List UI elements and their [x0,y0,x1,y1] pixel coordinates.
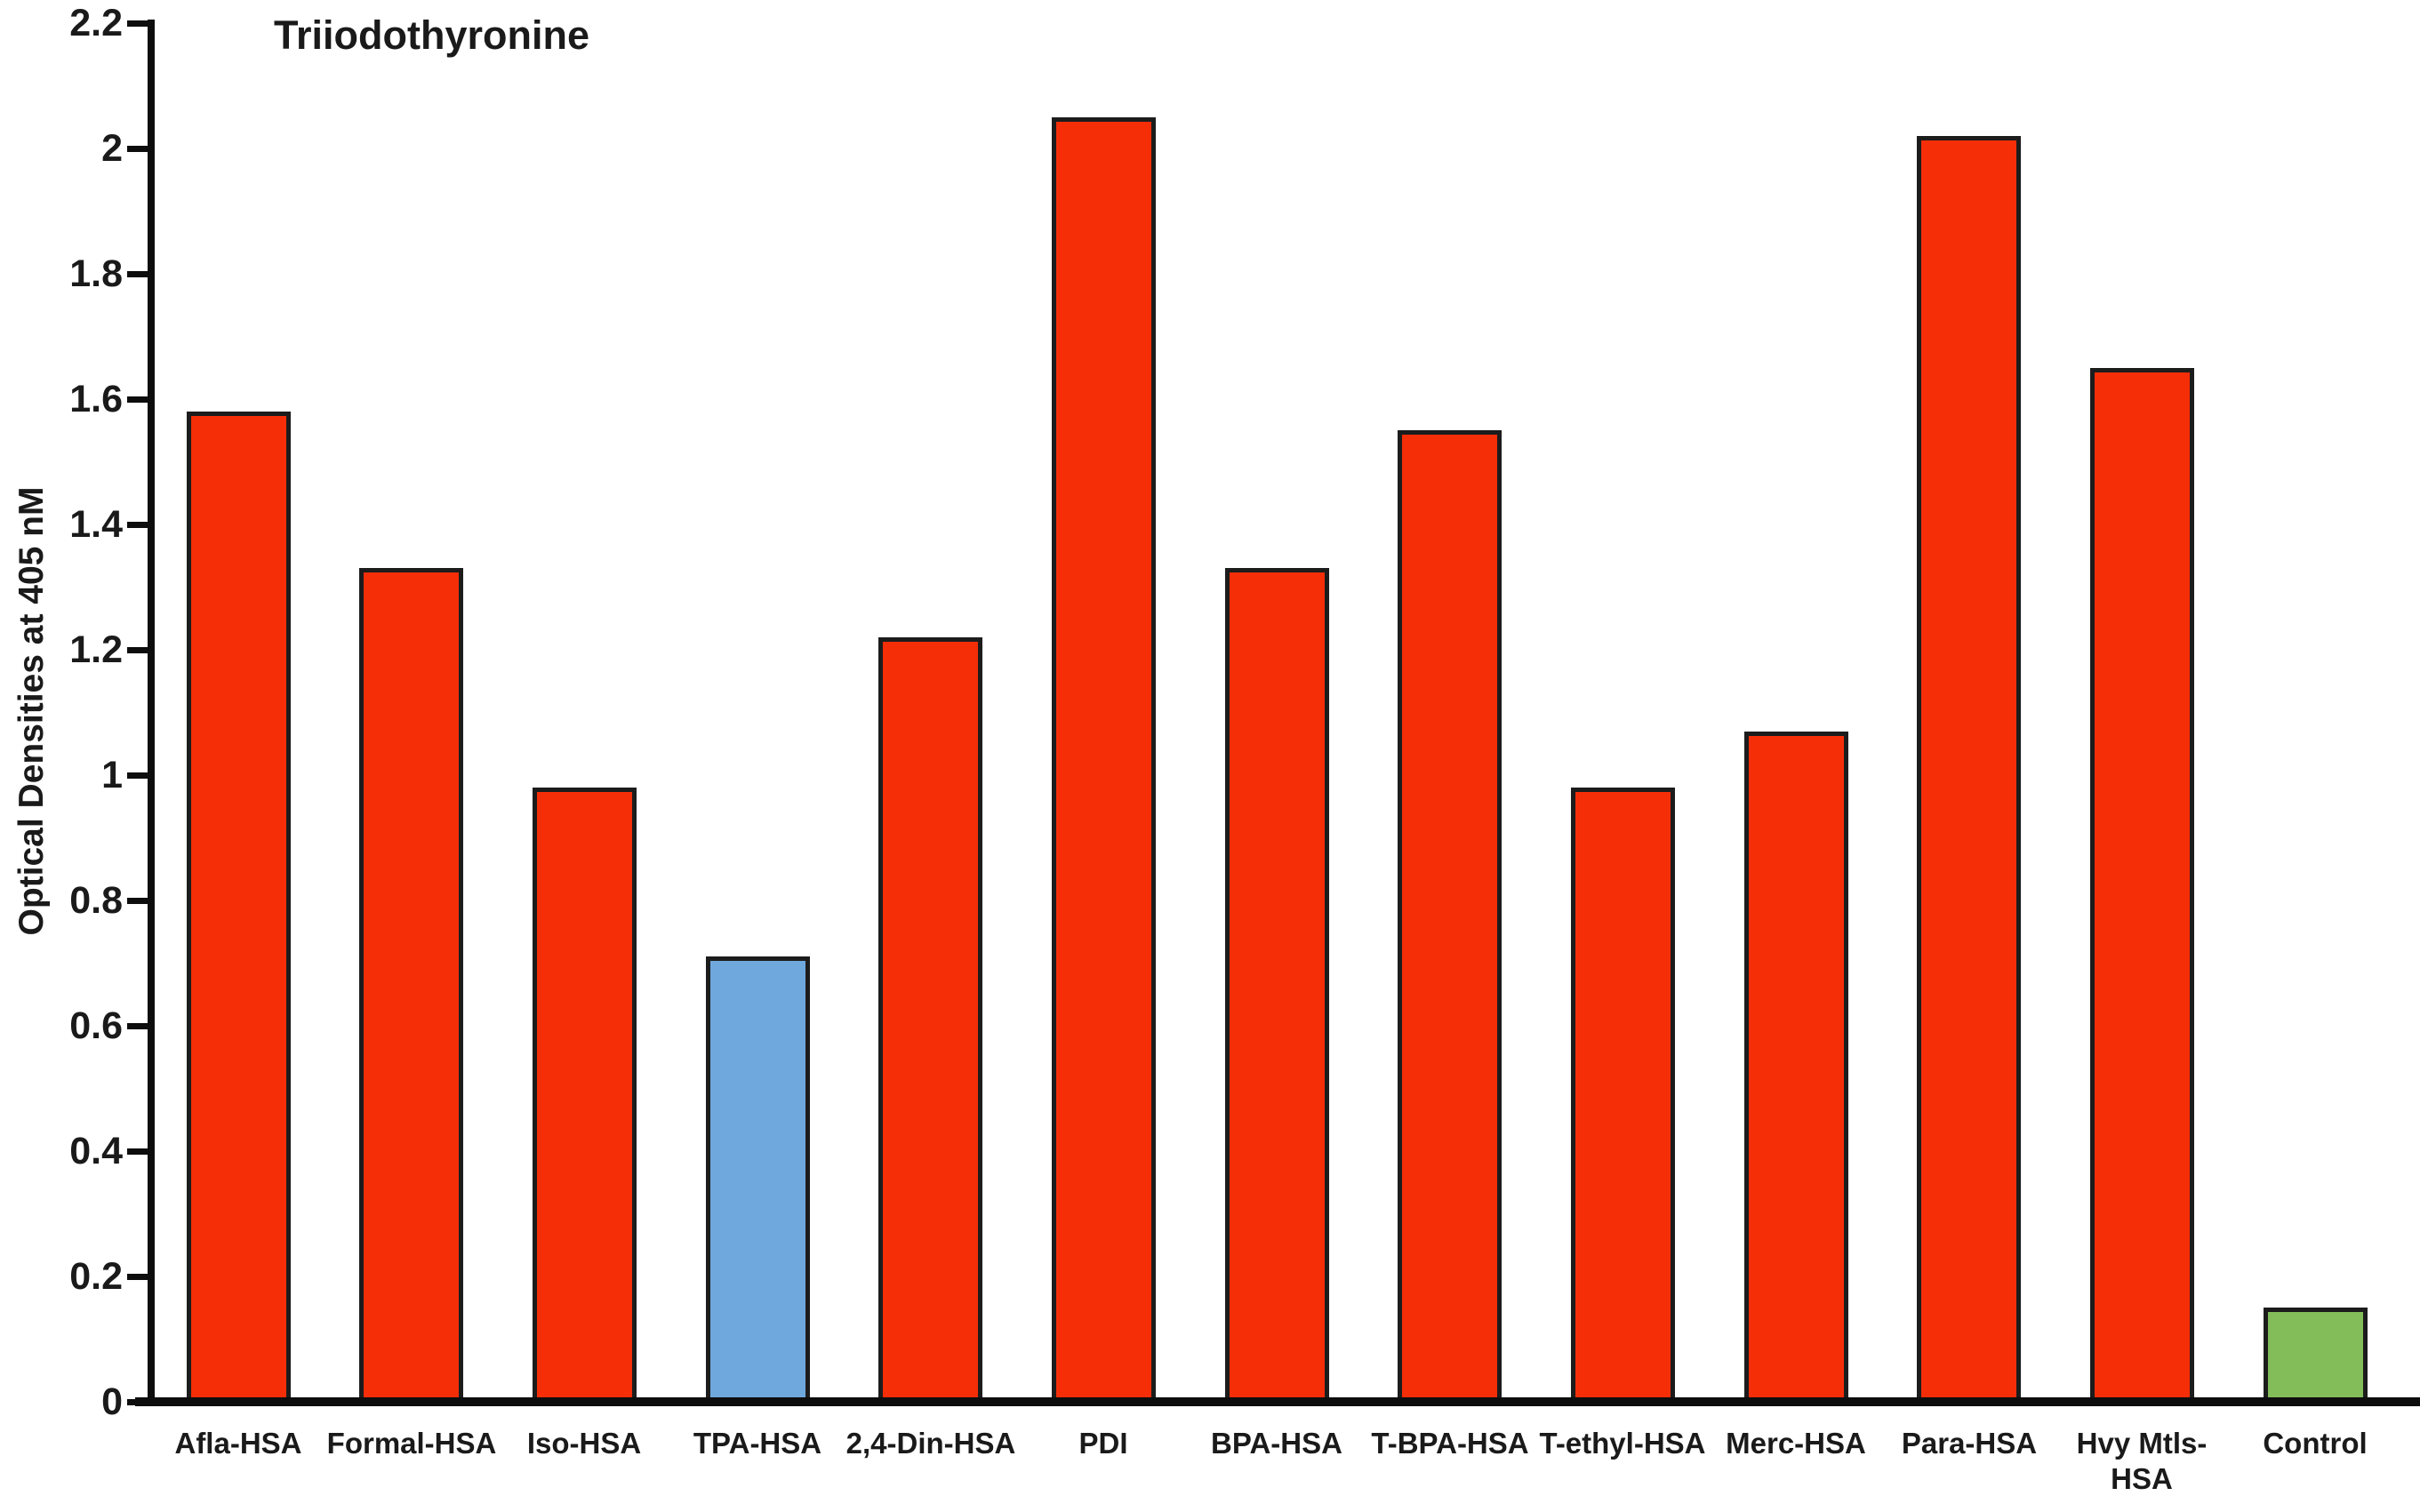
y-axis-label: Optical Densities at 405 nM [12,486,51,936]
bar-formal-hsa [359,568,463,1402]
x-category-label: Afla-HSA [174,1427,302,1460]
x-category-label: T-BPA-HSA [1371,1427,1529,1460]
x-category-label: BPA-HSA [1211,1427,1342,1460]
y-tick-mark [127,396,149,403]
y-tick-label: 1 [101,754,123,796]
y-tick-label: 2 [101,127,123,170]
chart-title: Triiodothyronine [274,12,589,58]
bar-iso-hsa [533,788,637,1402]
y-tick-mark [127,521,149,528]
x-category-label: PDI [1078,1427,1128,1460]
bar-merc-hsa [1744,732,1848,1402]
y-axis-line [148,20,155,1404]
x-axis-line [135,1397,2420,1406]
y-tick-label: 0.6 [69,1004,123,1047]
x-category-label: 2,4-Din-HSA [845,1427,1016,1460]
y-tick-mark [127,270,149,277]
y-tick-mark [127,897,149,904]
y-tick-mark [127,1022,149,1029]
x-category-label: Control [2263,1427,2368,1460]
bar-t-bpa-hsa [1398,430,1502,1402]
y-tick-label: 0.8 [69,879,123,922]
y-tick-mark [127,145,149,152]
y-tick-mark [127,1148,149,1155]
y-tick-label: 1.2 [69,628,123,671]
x-category-label: T-ethyl-HSA [1539,1427,1706,1460]
bar-t-ethyl-hsa [1571,788,1675,1402]
bar-bpa-hsa [1225,568,1329,1402]
bar-2,4-din-hsa [878,637,982,1402]
bar-para-hsa [1917,136,2021,1402]
y-tick-mark [127,646,149,653]
y-tick-mark [127,1273,149,1280]
x-category-label: Para-HSA [1901,1427,2038,1460]
x-category-label: Iso-HSA [526,1427,642,1460]
x-category-label: Formal-HSA [326,1427,497,1460]
y-tick-label: 0.4 [69,1130,123,1172]
bar-pdi [1052,117,1156,1402]
y-tick-label: 1.6 [69,378,123,420]
bar-tpa-hsa [706,956,810,1402]
y-tick-label: 1.4 [69,503,123,546]
bar-control [2264,1308,2368,1402]
y-tick-label: 2.2 [69,2,123,44]
x-category-label: Hvy Mtls- HSA [2076,1427,2208,1495]
y-tick-mark [127,20,149,27]
bar-hvy-mtls--hsa [2090,368,2194,1402]
bar-afla-hsa [187,412,291,1402]
y-tick-label: 0 [101,1380,123,1423]
y-tick-mark [127,772,149,779]
x-category-label: Merc-HSA [1726,1427,1866,1460]
x-category-label: TPA-HSA [693,1427,822,1460]
y-tick-label: 1.8 [69,252,123,295]
y-tick-label: 0.2 [69,1255,123,1298]
